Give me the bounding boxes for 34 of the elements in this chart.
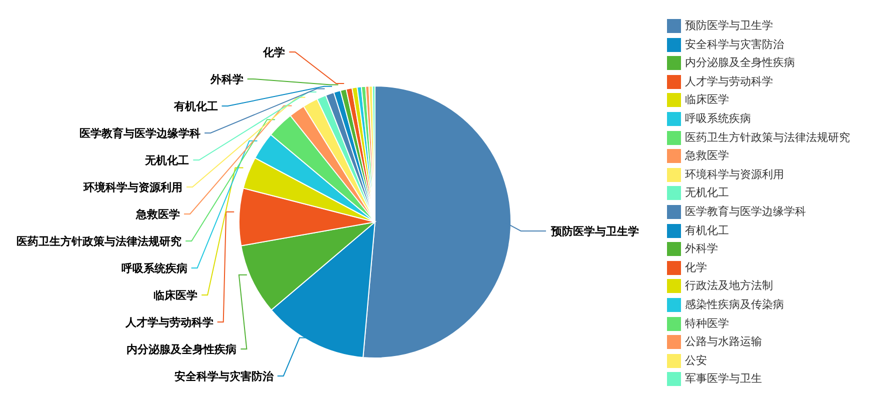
- legend-label: 公安: [685, 354, 707, 367]
- slice-label: 外科学: [209, 73, 244, 86]
- slice-label: 呼吸系统疾病: [121, 262, 188, 275]
- legend-label: 预防医学与卫生学: [685, 19, 773, 32]
- slice-label: 医药卫生方针政策与法律法规研究: [16, 235, 182, 248]
- legend-label: 医药卫生方针政策与法律法规研究: [685, 130, 850, 144]
- slice-label: 预防医学与卫生学: [550, 224, 639, 238]
- legend-label: 医学教育与医学边缘学科: [685, 205, 806, 218]
- legend-label: 化学: [685, 260, 707, 274]
- legend-label: 军事医学与卫生: [685, 372, 762, 386]
- slice-label: 化学: [262, 46, 286, 59]
- slice-label: 内分泌腺及全身性疾病: [126, 343, 237, 356]
- legend-label: 有机化工: [685, 224, 729, 237]
- slice-label: 临床医学: [154, 289, 198, 302]
- legend-label: 感染性疾病及传染病: [685, 298, 784, 311]
- slice-label: 有机化工: [172, 100, 218, 113]
- legend-label: 内分泌腺及全身性疾病: [685, 56, 795, 70]
- slice-label: 安全科学与灾害防治: [174, 370, 274, 383]
- legend-label: 临床医学: [685, 93, 729, 106]
- legend-label: 行政法及地方法制: [685, 279, 773, 292]
- slice-label: 急救医学: [135, 208, 180, 221]
- slice-label: 医学教育与医学边缘学科: [80, 127, 201, 140]
- legend-label: 特种医学: [685, 316, 729, 330]
- legend-label: 环境科学与资源利用: [685, 168, 784, 181]
- legend-label: 无机化工: [685, 186, 729, 200]
- slice-label: 环境科学与资源利用: [82, 181, 182, 194]
- legend-label: 安全科学与灾害防治: [685, 38, 784, 51]
- legend-label: 外科学: [685, 242, 718, 256]
- slice-label: 无机化工: [144, 154, 190, 167]
- legend-label: 呼吸系统疾病: [685, 112, 751, 126]
- legend-label: 公路与水路运输: [685, 335, 762, 348]
- legend-label: 人才学与劳动科学: [685, 74, 773, 88]
- slice-label: 人才学与劳动科学: [124, 316, 214, 329]
- legend-label: 急救医学: [685, 149, 729, 162]
